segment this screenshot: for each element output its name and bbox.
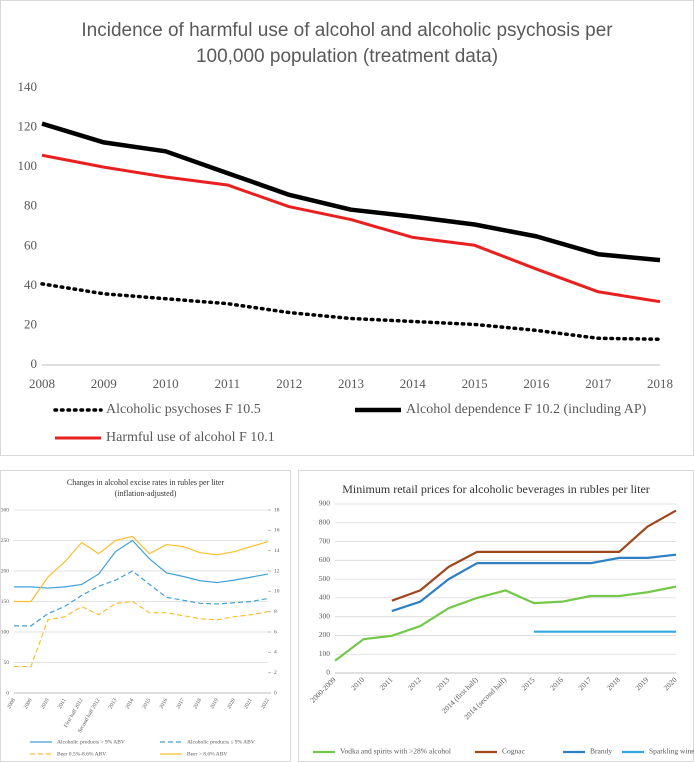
x-tick-label: 2017: [585, 376, 612, 391]
series-line: [14, 600, 269, 668]
x-tick-label: 2013: [434, 675, 451, 692]
x-tick-label: 2013: [108, 697, 119, 710]
y2-tick-label: 0: [274, 690, 277, 696]
y-tick-label: 60: [24, 237, 37, 252]
y-tick-label: 0: [31, 356, 38, 371]
y-tick-label: 120: [18, 119, 38, 134]
x-tick-label: 2021: [243, 697, 254, 710]
y-tick-label: 300: [319, 611, 331, 620]
y2-tick-label: 8: [274, 609, 277, 615]
x-tick-label: 2019: [209, 697, 220, 710]
y2-tick-label: 16: [274, 528, 280, 534]
y2-tick-label: 2: [274, 670, 277, 676]
x-tick-label: 2015: [462, 376, 488, 391]
x-tick-label: 2018: [192, 697, 203, 710]
y-tick-label: 100: [18, 158, 38, 173]
x-tick-label: 2019: [633, 675, 650, 692]
x-tick-label: 2018: [605, 675, 622, 692]
x-tick-label: 2014: [400, 376, 427, 391]
y2-tick-label: 14: [274, 548, 280, 554]
series-line: [334, 585, 677, 662]
series-line: [41, 121, 661, 263]
y-tick-label: 0: [6, 690, 9, 696]
legend-label: Alcohol dependence F 10.2 (including AP): [406, 402, 647, 417]
series-line: [14, 539, 269, 589]
legend-label: Cognac: [502, 747, 526, 756]
y-tick-label: 700: [319, 536, 331, 545]
y-tick-label: 900: [319, 499, 331, 508]
series-line: [40, 282, 662, 342]
y-tick-label: 800: [319, 517, 331, 526]
x-tick-label: 2012: [276, 376, 302, 391]
legend-label: Sparkling wine: [649, 747, 694, 756]
x-tick-label: 2022: [260, 697, 271, 710]
x-tick-label: 2012: [406, 675, 423, 692]
chart-title: Minimum retail prices for alcoholic beve…: [342, 482, 650, 496]
x-tick-label: 2011: [57, 697, 68, 710]
y-tick-label: 140: [18, 79, 38, 94]
y-tick-label: 600: [319, 555, 331, 564]
series-line: [14, 570, 269, 627]
y-tick-label: 150: [1, 599, 10, 605]
x-tick-label: 2011: [215, 376, 241, 391]
series-line: [391, 509, 677, 602]
chart-frame: [298, 470, 694, 762]
legend-label: Harmful use of alcohol F 10.1: [106, 430, 275, 445]
series-line: [41, 153, 661, 304]
x-tick-label: 2009: [91, 376, 117, 391]
x-tick-label: 2015: [520, 675, 537, 692]
legend-label: Alcoholic psychoses F 10.5: [106, 402, 261, 417]
y2-tick-label: 18: [274, 507, 280, 513]
y-tick-label: 40: [24, 277, 37, 292]
chart-title: Changes in alcohol excise rates in ruble…: [66, 478, 225, 487]
x-tick-label: 2013: [338, 376, 364, 391]
x-tick-label: 2020: [662, 675, 679, 692]
legend-label: Alcoholic products ≤ 9% ABV: [187, 739, 255, 745]
x-tick-label: 2016: [548, 675, 565, 692]
x-tick-label: 2016: [159, 697, 170, 710]
x-tick-label: 2015: [142, 697, 153, 710]
x-tick-label: 2010: [349, 675, 366, 692]
series-line: [14, 535, 269, 603]
x-tick-label: 2008: [6, 697, 17, 710]
x-tick-label: 2016: [523, 376, 550, 391]
x-tick-label: 2010: [153, 376, 179, 391]
legend-label: Beer 0.5%-8.6% ABV: [57, 751, 106, 757]
y-tick-label: 400: [319, 593, 331, 602]
y-tick-label: 0: [326, 668, 330, 677]
y-tick-label: 200: [1, 568, 10, 574]
legend-label: Alcoholic products > 9% ABV: [57, 739, 125, 745]
x-tick-label: 2014: [125, 697, 136, 710]
y2-tick-label: 10: [274, 589, 280, 595]
y-tick-label: 500: [319, 574, 331, 583]
x-tick-label: 2018: [647, 376, 673, 391]
x-tick-label: 2011: [378, 675, 395, 692]
y-tick-label: 300: [1, 507, 10, 513]
y-tick-label: 20: [24, 316, 37, 331]
x-tick-label: 2020: [226, 697, 237, 710]
y2-tick-label: 6: [274, 629, 277, 635]
x-tick-label: 2017: [576, 675, 593, 692]
y-tick-label: 250: [1, 538, 10, 544]
legend-label: Beer > 8.6% ABV: [187, 751, 227, 757]
x-tick-label: 2017: [175, 697, 186, 710]
legend-label: Vodka and spirits with >28% alcohol: [340, 747, 451, 756]
series-line: [391, 553, 677, 613]
y-tick-label: 80: [24, 198, 37, 213]
y-tick-label: 50: [4, 660, 10, 666]
y2-tick-label: 4: [274, 650, 277, 656]
y-tick-label: 100: [319, 649, 331, 658]
x-tick-label: 2009: [23, 697, 34, 710]
chart-title: Incidence of harmful use of alcohol and …: [81, 20, 613, 67]
chart-subtitle: (inflation-adjusted): [114, 489, 177, 498]
x-tick-label: 2010: [40, 697, 51, 710]
x-tick-label: 2000-2009: [308, 675, 338, 705]
y-tick-label: 100: [1, 629, 10, 635]
y-tick-label: 200: [319, 630, 331, 639]
y2-tick-label: 12: [274, 568, 280, 574]
legend-label: Brandy: [590, 747, 612, 756]
x-tick-label: 2008: [29, 376, 55, 391]
